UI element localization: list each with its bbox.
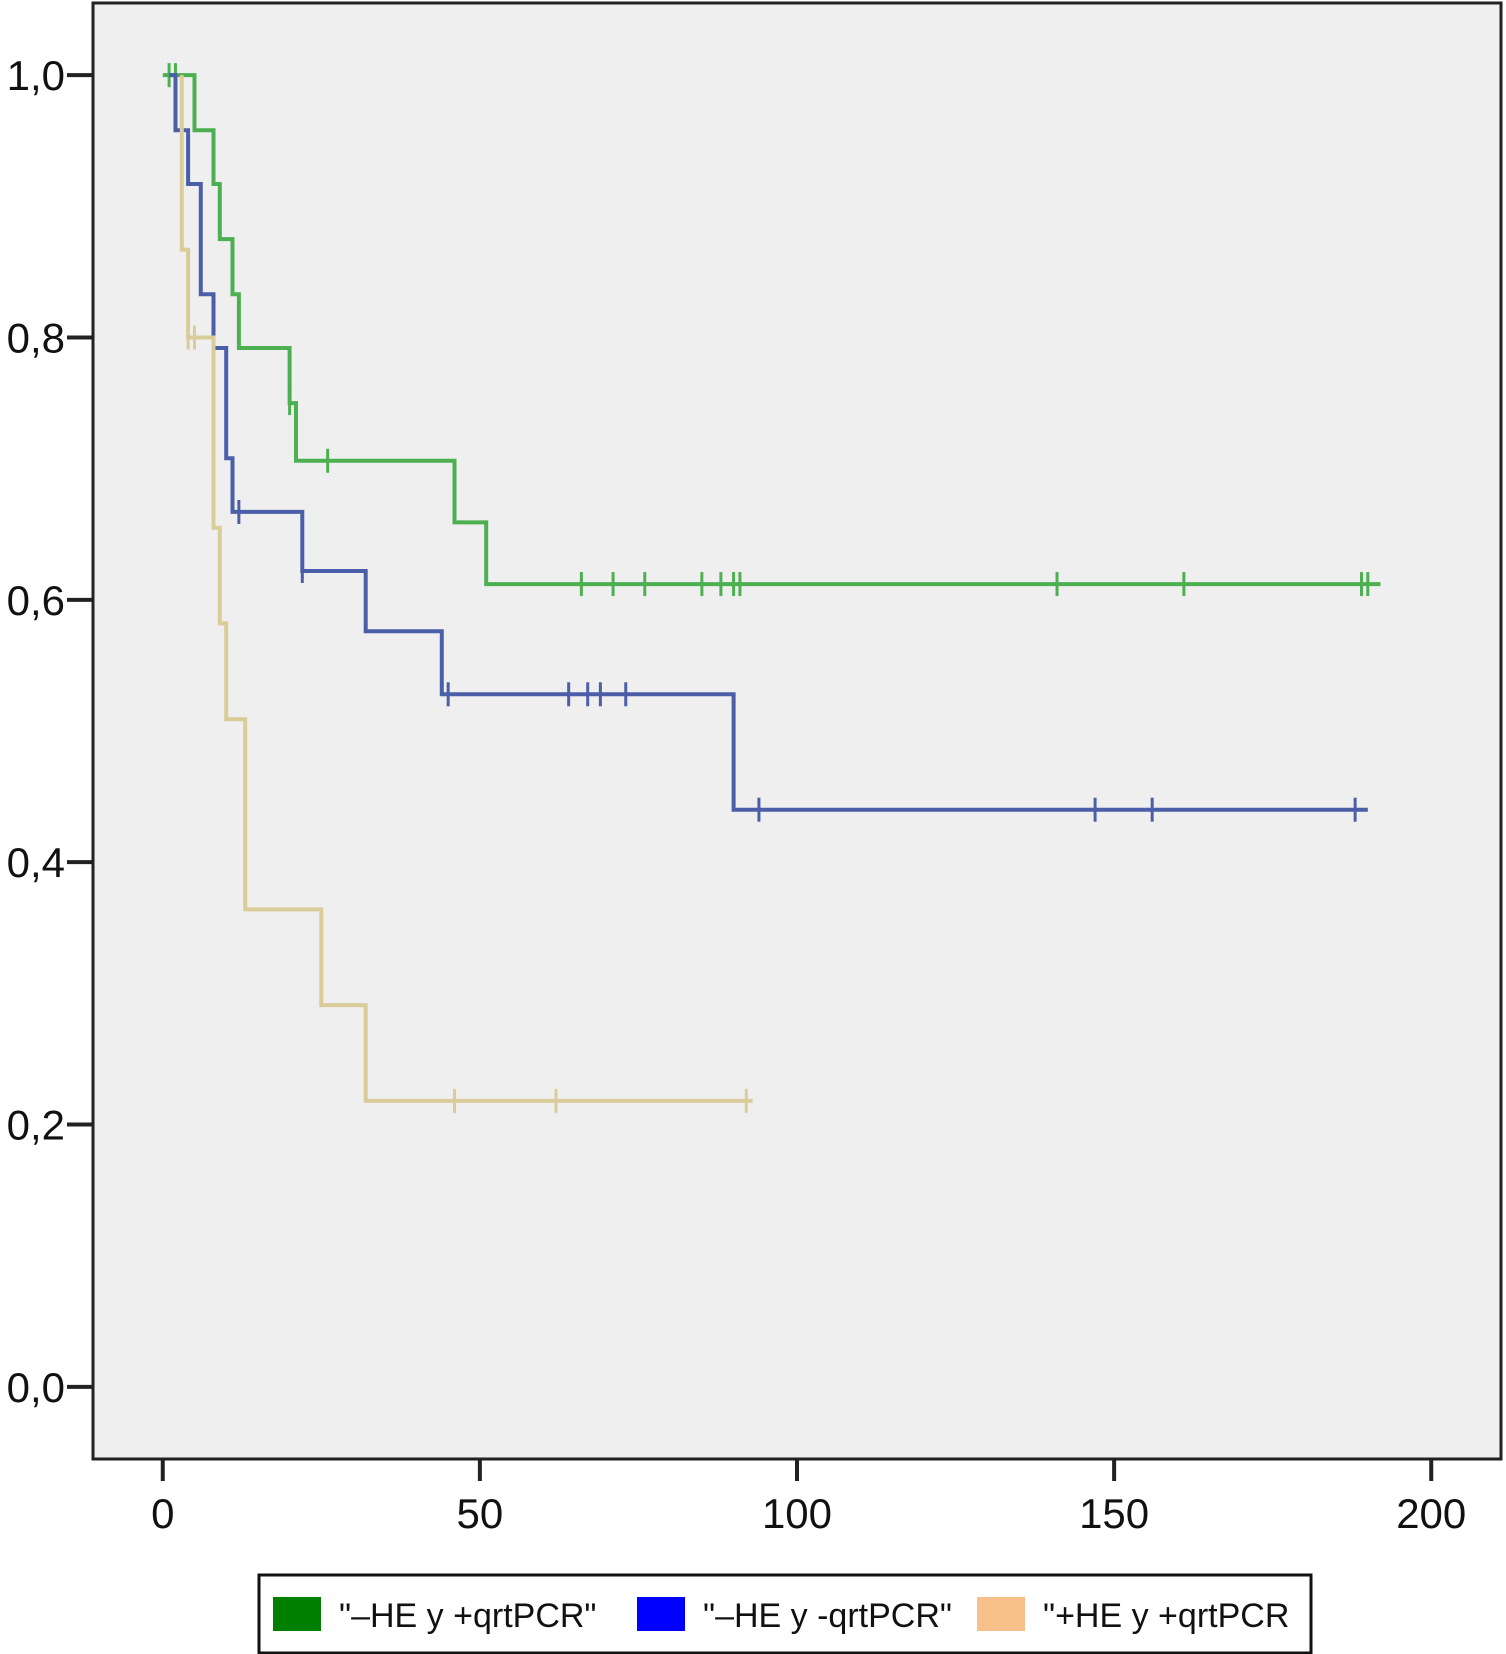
- survival-step-line: [169, 73, 1368, 812]
- legend-swatch: [273, 1597, 321, 1631]
- x-tick-label: 200: [1396, 1490, 1466, 1537]
- x-tick-label: 50: [457, 1490, 504, 1537]
- survival-step-line: [162, 73, 1381, 587]
- legend-box: [257, 1573, 1313, 1654]
- x-tick-label: 150: [1079, 1490, 1149, 1537]
- y-tick-label: 0,6: [7, 577, 65, 624]
- legend: "–HE y +qrtPCR" "–HE y -qrtPCR" "+HE y +qr…: [257, 1573, 1313, 1654]
- legend-label: "+HE y +qrtPCR: [1043, 1597, 1289, 1635]
- y-tick-label: 1,0: [7, 52, 65, 99]
- y-tick-label: 0,8: [7, 314, 65, 361]
- x-tick-label: 0: [151, 1490, 174, 1537]
- legend-label: "–HE y -qrtPCR": [703, 1597, 952, 1635]
- x-axis: 0 50 100 150 200: [151, 1459, 1466, 1537]
- legend-swatch: [977, 1597, 1025, 1631]
- y-tick-label: 0,4: [7, 839, 65, 886]
- y-tick-label: 0,0: [7, 1364, 65, 1411]
- series-1: [169, 73, 1368, 822]
- series-layer: [162, 63, 1381, 1113]
- plot-background: [91, 1, 1503, 1461]
- legend-swatch: [637, 1597, 685, 1631]
- survival-step-line: [179, 75, 753, 1103]
- y-tick-label: 0,2: [7, 1102, 65, 1149]
- legend-label: "–HE y +qrtPCR": [339, 1597, 597, 1635]
- y-axis: 0,0 0,2 0,4 0,6 0,8 1,0: [7, 52, 93, 1411]
- x-tick-label: 100: [762, 1490, 832, 1537]
- series-2: [179, 75, 753, 1113]
